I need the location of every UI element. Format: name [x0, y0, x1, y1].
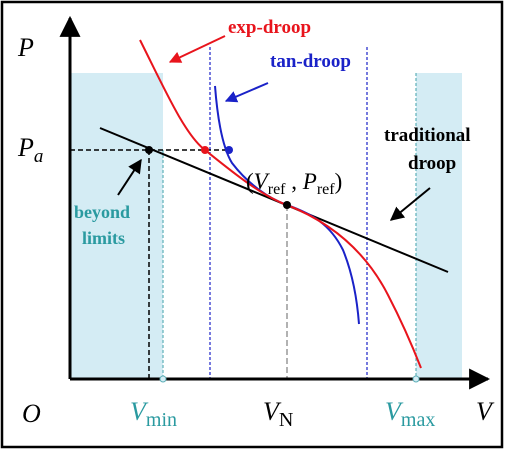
vmin-tick-point — [159, 375, 167, 383]
beyond-label-arrow — [117, 158, 142, 196]
y-axis-label: P — [17, 33, 34, 62]
reference-point — [283, 201, 291, 209]
tan-label-arrow — [224, 82, 269, 103]
exp-droop-curve — [139, 39, 422, 369]
x-axis-label: V — [476, 397, 495, 426]
origin-label: O — [22, 399, 41, 428]
pa-label: Pa — [17, 133, 43, 167]
vmin-label: Vmin — [130, 397, 177, 431]
limit-region-left — [70, 73, 163, 379]
exp-droop-label: exp-droop — [228, 17, 311, 38]
vn-label: VN — [263, 397, 293, 431]
exp-label-arrow — [168, 35, 226, 63]
traditional-label-arrow — [389, 187, 431, 221]
tan-droop-label: tan-droop — [270, 51, 351, 72]
beyond-limits-label: beyond limits — [74, 202, 135, 248]
pa-tan-point — [225, 146, 233, 154]
limit-region-right — [416, 73, 462, 379]
vmax-tick-point — [412, 375, 420, 383]
traditional-droop-label: traditional droop — [384, 125, 475, 174]
pa-exp-point — [201, 146, 209, 154]
pa-traditional-point — [145, 146, 153, 154]
vmax-label: Vmax — [385, 397, 435, 431]
reference-label: (Vref , Pref) — [246, 169, 342, 198]
